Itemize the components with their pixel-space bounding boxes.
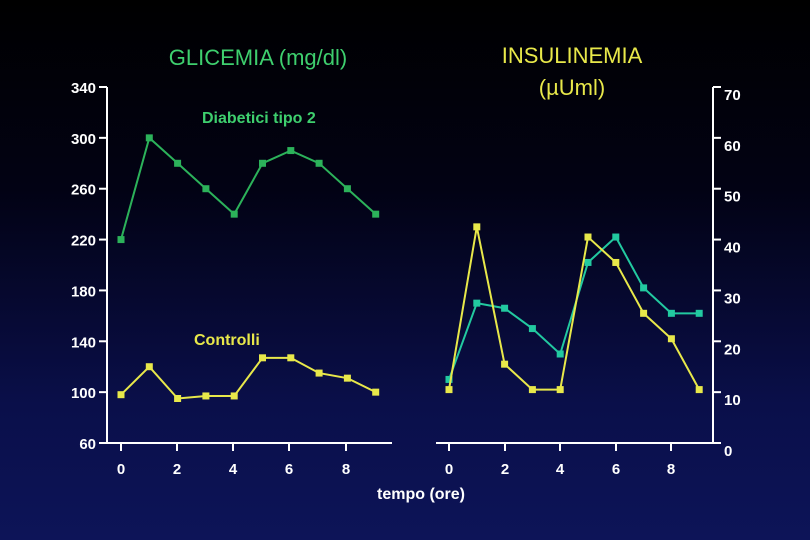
glicemia-y-tick-label: 340 <box>71 80 96 97</box>
insulinemia-diabetici-point <box>501 304 509 312</box>
insulinemia-diabetici-point <box>584 258 592 266</box>
glicemia-controlli-point <box>117 391 125 399</box>
glicemia-title: GLICEMIA (mg/dl) <box>169 45 347 70</box>
insulinemia-diabetici-point <box>528 325 536 333</box>
x-axis-label: tempo (ore) <box>377 486 465 503</box>
insulinemia-x-tick-label: 2 <box>501 461 509 478</box>
glicemia-diabetici-point <box>315 159 323 167</box>
insulinemia-diabetici-point <box>556 350 564 358</box>
insulinemia-y-tick-label: 70 <box>724 87 741 104</box>
insulinemia-y-tick-label: 10 <box>724 392 741 409</box>
glicemia-diabetici-point <box>117 236 125 244</box>
glicemia-diabetici-point <box>372 210 380 218</box>
glicemia-y-tick-label: 100 <box>71 385 96 402</box>
insulinemia-x-tick-label: 6 <box>612 461 620 478</box>
insulinemia-x-tick-label: 8 <box>667 461 675 478</box>
glicemia-x-tick-label: 8 <box>342 461 350 478</box>
insulinemia-controlli-point <box>612 258 620 266</box>
glicemia-controlli-point <box>202 392 210 400</box>
insulinemia-x-tick-label: 4 <box>556 461 565 478</box>
insulinemia-y-tick-label: 40 <box>724 240 741 257</box>
insulinemia-y-tick-label: 20 <box>724 341 741 358</box>
insulinemia-diabetici-point <box>667 309 675 317</box>
glicemia-controlli-line <box>120 356 377 400</box>
glicemia-controlli-point <box>343 374 351 382</box>
insulinemia-controlli-point <box>640 309 648 317</box>
glicemia-diabetici-point <box>230 210 238 218</box>
glicemia-diabetici-point <box>287 147 295 155</box>
diabetici-label: Diabetici tipo 2 <box>202 110 316 127</box>
glicemia-diabetici-point <box>145 134 153 142</box>
insulinemia-y-tick-label: 30 <box>724 290 741 307</box>
insulinemia-diabetici-point <box>445 375 453 383</box>
glicemia-y-tick-label: 260 <box>71 182 96 199</box>
glicemia-controlli-point <box>372 388 380 396</box>
glicemia-y-tick-label: 180 <box>71 283 96 300</box>
insulinemia-controlli-point <box>445 386 453 394</box>
glicemia-x-tick-label: 6 <box>285 461 293 478</box>
insulinemia-y-tick-label: 50 <box>724 189 741 206</box>
insulinemia-diabetici-point <box>640 284 648 292</box>
controlli-label: Controlli <box>194 332 260 349</box>
insulinemia-controlli-point <box>584 233 592 241</box>
glicemia-x-tick-label: 0 <box>117 461 125 478</box>
insulinemia-controlli-point <box>556 386 564 394</box>
insulinemia-title-line2: (µUml) <box>539 75 605 100</box>
text-layer: GLICEMIA (mg/dl) INSULINEMIA (µUml) Diab… <box>169 43 643 503</box>
glicemia-diabetici-point <box>343 185 351 193</box>
glicemia-controlli-point <box>315 369 323 377</box>
glicemia-diabetici-point <box>202 185 210 193</box>
insulinemia-x-tick-label: 0 <box>445 461 453 478</box>
glicemia-diabetici-point <box>259 159 266 167</box>
glicemia-controlli-point <box>145 363 153 371</box>
insulinemia-diabetici-point <box>695 309 703 317</box>
insulinemia-controlli-point <box>528 386 536 394</box>
glicemia-y-tick-label: 300 <box>71 131 96 148</box>
glicemia-y-tick-label: 60 <box>79 436 96 453</box>
insulinemia-controlli-point <box>473 223 481 231</box>
glicemia-y-tick-label: 220 <box>71 233 96 250</box>
series-layer <box>117 134 703 402</box>
insulinemia-y-tick-label: 0 <box>724 443 732 460</box>
insulinemia-controlli-point <box>501 360 509 368</box>
glicemia-controlli-point <box>259 354 266 362</box>
insulinemia-title-line1: INSULINEMIA <box>502 43 643 68</box>
insulinemia-y-tick-label: 60 <box>724 138 741 155</box>
glicemia-x-tick-label: 4 <box>229 461 238 478</box>
glicemia-controlli-point <box>287 354 295 362</box>
glicemia-x-tick-label: 2 <box>173 461 181 478</box>
insulinemia-controlli-point <box>667 335 675 343</box>
insulinemia-controlli-point <box>695 386 703 394</box>
glicemia-diabetici-line <box>120 136 377 240</box>
glicemia-controlli-point <box>174 395 182 402</box>
insulinemia-controlli-line <box>448 226 701 391</box>
insulinemia-diabetici-point <box>473 299 481 307</box>
glicemia-diabetici-point <box>174 159 182 167</box>
insulinemia-diabetici-point <box>612 233 620 241</box>
glicemia-y-tick-label: 140 <box>71 334 96 351</box>
glicemia-controlli-point <box>230 392 238 400</box>
